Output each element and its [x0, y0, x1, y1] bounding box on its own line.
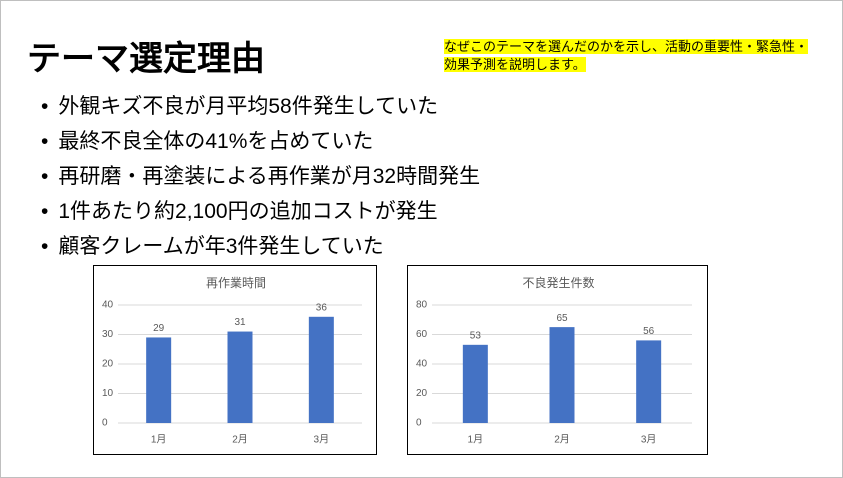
y-tick-label: 40: [102, 300, 114, 311]
y-tick-label: 40: [416, 359, 428, 370]
bullet: 1件あたり約2,100円の追加コストが発生: [41, 194, 480, 229]
bar: [227, 331, 253, 423]
bar: [462, 344, 488, 423]
chart: 不良発生件数 0 20 40 60 80 1月 53 2月 65 3月 56: [407, 265, 708, 455]
x-tick-label: 1月: [468, 434, 484, 446]
x-tick-label: 2月: [232, 434, 248, 446]
y-tick-label: 10: [102, 388, 114, 399]
bar: [549, 327, 575, 423]
x-tick-label: 3月: [314, 434, 330, 446]
value-label: 56: [643, 326, 655, 337]
y-tick-label: 0: [102, 418, 108, 429]
bar: [308, 316, 334, 423]
y-tick-label: 20: [102, 359, 114, 370]
bullet: 再研磨・再塗装による再作業が月32時間発生: [41, 159, 480, 194]
bar: [636, 340, 662, 423]
note-text: なぜこのテーマを選んだのかを示し、活動の重要性・緊急性・効果予測を説明します。: [444, 39, 809, 72]
value-label: 29: [153, 323, 165, 334]
note: なぜこのテーマを選んだのかを示し、活動の重要性・緊急性・効果予測を説明します。: [444, 38, 819, 74]
value-label: 53: [470, 330, 482, 341]
y-tick-label: 0: [416, 418, 422, 429]
bullet-list: 外観キズ不良が月平均58件発生していた最終不良全体の41%を占めていた再研磨・再…: [41, 89, 480, 264]
bullet: 顧客クレームが年3件発生していた: [41, 229, 480, 264]
y-tick-label: 80: [416, 300, 428, 311]
y-tick-label: 20: [416, 388, 428, 399]
y-tick-label: 30: [102, 329, 114, 340]
value-label: 65: [556, 313, 568, 324]
y-tick-label: 60: [416, 329, 428, 340]
slide-title: テーマ選定理由: [27, 40, 265, 78]
bar: [146, 337, 172, 423]
value-label: 36: [316, 302, 328, 313]
chart-title: 不良発生件数: [522, 275, 594, 290]
x-tick-label: 3月: [641, 434, 657, 446]
chart: 再作業時間 0 10 20 30 40 1月 29 2月 31 3月 36: [93, 265, 377, 455]
x-tick-label: 1月: [151, 434, 167, 446]
bullet: 最終不良全体の41%を占めていた: [41, 124, 480, 159]
x-tick-label: 2月: [554, 434, 570, 446]
value-label: 31: [234, 317, 246, 328]
bullet: 外観キズ不良が月平均58件発生していた: [41, 89, 480, 124]
chart-title: 再作業時間: [206, 276, 266, 290]
